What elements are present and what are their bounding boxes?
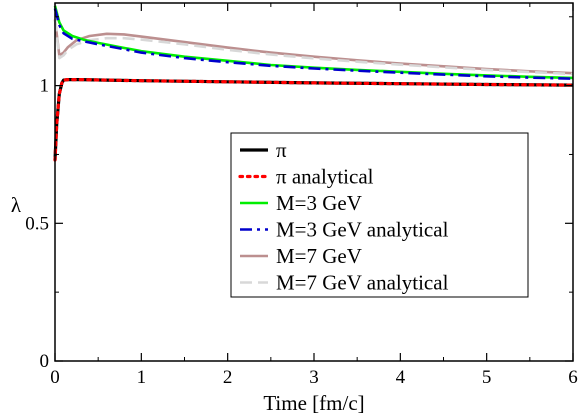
x-tick-label: 1 (137, 367, 147, 388)
x-tick-label: 5 (482, 367, 492, 388)
legend-label-2: M=3 GeV (276, 191, 362, 215)
series-line-4 (53, 19, 574, 75)
legend-label-0: π (276, 138, 287, 162)
legend-label-4: M=7 GeV (276, 244, 362, 268)
x-axis-label: Time [fm/c] (263, 391, 364, 415)
x-tick-label: 6 (568, 367, 578, 388)
legend-label-3: M=3 GeV analytical (276, 218, 449, 242)
y-tick-label: 1 (40, 76, 50, 97)
legend-label-1: π analytical (276, 165, 374, 189)
legend-box (230, 132, 529, 298)
series-line-5 (53, 19, 574, 76)
x-tick-label: 0 (50, 367, 60, 388)
series-line-3 (53, 8, 574, 80)
y-axis-label: λ (11, 193, 22, 217)
x-tick-label: 2 (223, 367, 233, 388)
x-tick-label: 4 (396, 367, 406, 388)
tick-layer: 0 1 2 3 4 5 6 0 0.5 1 (25, 3, 578, 388)
series-line-1 (53, 77, 575, 162)
legend-label-5: M=7 GeV analytical (276, 271, 449, 295)
series-layer (53, 5, 575, 162)
y-tick-label: 0 (40, 351, 50, 372)
y-tick-label: 0.5 (25, 213, 49, 234)
x-tick-label: 3 (309, 367, 319, 388)
